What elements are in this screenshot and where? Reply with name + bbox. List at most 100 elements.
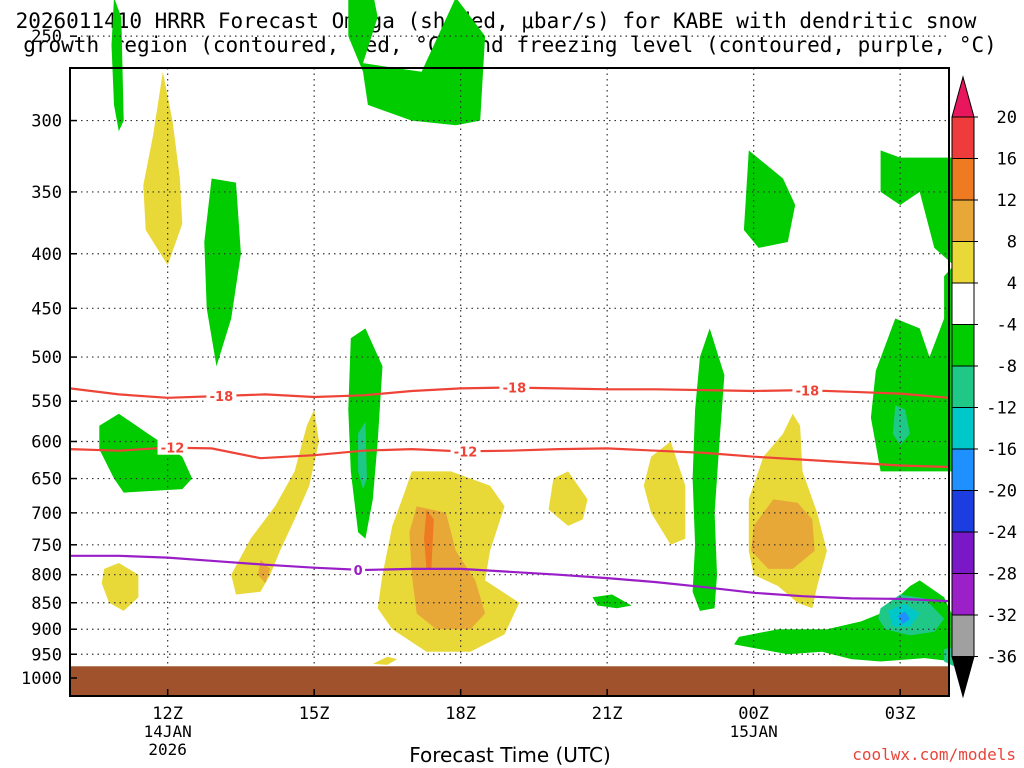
colorbar-label-10: -24 bbox=[986, 523, 1017, 543]
contour-label-bg-temp--12-0 bbox=[157, 439, 188, 455]
y-tick-label-1000: 1000 bbox=[21, 669, 62, 689]
y-tick-label-750: 750 bbox=[31, 536, 62, 556]
colorbar-segment-10 bbox=[951, 490, 975, 533]
omega-region-24 bbox=[892, 405, 910, 446]
x-tick-label-12Z: 12Z bbox=[152, 704, 183, 724]
colorbar-label-1: 16 bbox=[997, 150, 1017, 170]
y-tick-label-400: 400 bbox=[31, 245, 62, 265]
x-tick-label-15Z: 15Z bbox=[299, 704, 330, 724]
colorbar-segment-6 bbox=[951, 324, 975, 367]
omega-shading bbox=[99, 0, 954, 667]
y-tick-label-550: 550 bbox=[31, 392, 62, 412]
omega-region-23 bbox=[870, 265, 954, 472]
x-tick-label-00Z: 00Z bbox=[738, 704, 769, 724]
colorbar-label-11: -28 bbox=[986, 565, 1017, 585]
x-tick-label-21Z: 21Z bbox=[592, 704, 623, 724]
x-tick-label-18Z: 18Z bbox=[445, 704, 476, 724]
y-tick-label-800: 800 bbox=[31, 566, 62, 586]
contour-label-bg-temp--18-1 bbox=[499, 379, 530, 395]
contour-label-temp--18-1: -18 bbox=[503, 382, 527, 397]
terrain-ground bbox=[70, 666, 949, 696]
contour-label-bg-temp--12-1 bbox=[450, 443, 481, 459]
x-date-label-12Z: 14JAN bbox=[144, 722, 192, 741]
y-tick-label-700: 700 bbox=[31, 504, 62, 524]
y-tick-label-250: 250 bbox=[31, 27, 62, 47]
colorbar-label-9: -20 bbox=[986, 482, 1017, 502]
colorbar-segment-3 bbox=[951, 199, 975, 242]
omega-region-3 bbox=[204, 178, 241, 367]
omega-region-14 bbox=[372, 656, 398, 665]
omega-region-17 bbox=[592, 594, 632, 609]
colorbar-label-12: -32 bbox=[986, 606, 1017, 626]
y-tick-label-600: 600 bbox=[31, 432, 62, 452]
x-axis-label: Forecast Time (UTC) bbox=[409, 743, 611, 767]
y-axis: 250 300 350 400 450 500 550 600 650 700 750 800 850 9… bbox=[21, 27, 77, 689]
colorbar-label-13: -36 bbox=[986, 648, 1017, 668]
omega-region-16 bbox=[643, 441, 686, 545]
colorbar-top-arrow bbox=[951, 75, 975, 118]
y-tick-label-850: 850 bbox=[31, 594, 62, 614]
colorbar-label-7: -12 bbox=[986, 399, 1017, 419]
colorbar-label-4: 4 bbox=[1007, 274, 1017, 294]
y-tick-label-650: 650 bbox=[31, 470, 62, 490]
colorbar-segment-8 bbox=[951, 407, 975, 450]
omega-region-21 bbox=[743, 150, 796, 248]
omega-region-18 bbox=[692, 328, 725, 611]
omega-region-10 bbox=[348, 0, 486, 126]
y-tick-label-500: 500 bbox=[31, 348, 62, 368]
y-tick-label-350: 350 bbox=[31, 183, 62, 203]
plot-area: -18 -18 -18 -12 -12 0 bbox=[69, 0, 954, 697]
colorbar-segment-4 bbox=[951, 241, 975, 284]
colorbar-label-2: 12 bbox=[997, 191, 1017, 211]
omega-region-15 bbox=[548, 471, 588, 526]
colorbar-segment-12 bbox=[951, 573, 975, 616]
y-tick-label-950: 950 bbox=[31, 645, 62, 665]
contour-line-freezing-0 bbox=[70, 554, 950, 603]
contour-label-freezing-0-0: 0 bbox=[354, 564, 363, 579]
colorbar-segment-7 bbox=[951, 365, 975, 408]
colorbar-label-3: 8 bbox=[1007, 233, 1017, 253]
colorbar-label-0: 20 bbox=[997, 108, 1017, 128]
colorbar-segment-13 bbox=[951, 614, 975, 657]
contour-label-temp--12-0: -12 bbox=[161, 442, 185, 457]
colorbar-label-5: -4 bbox=[997, 316, 1017, 336]
colorbar-segment-11 bbox=[951, 531, 975, 574]
chart-title-line1: 2026011410 HRRR Forecast Omega (shaded, … bbox=[16, 9, 977, 33]
y-tick-label-450: 450 bbox=[31, 299, 62, 319]
colorbar-label-8: -16 bbox=[986, 440, 1017, 460]
contour-label-temp--18-0: -18 bbox=[210, 390, 234, 405]
y-tick-label-300: 300 bbox=[31, 112, 62, 132]
contour-label-bg-temp--18-0 bbox=[206, 387, 237, 403]
contour-label-temp--18-2: -18 bbox=[796, 384, 820, 399]
colorbar-segment-1 bbox=[951, 116, 975, 159]
plot-frame bbox=[69, 67, 950, 697]
omega-region-22 bbox=[880, 150, 954, 266]
contour-line-temp--12 bbox=[69, 446, 950, 469]
omega-region-7 bbox=[258, 560, 271, 584]
x-year-label-12Z: 2026 bbox=[148, 740, 187, 759]
colorbar-segment-9 bbox=[951, 448, 975, 491]
colorbar-segment-2 bbox=[951, 158, 975, 201]
omega-region-2 bbox=[143, 71, 183, 266]
omega-region-5 bbox=[101, 563, 139, 611]
y-tick-label-900: 900 bbox=[31, 620, 62, 640]
colorbar-legend: 20 16 12 8 4 -4 -8 -12 -16 -20 -24 -28 -32 -36 bbox=[951, 75, 1017, 699]
contours: -18 -18 -18 -12 -12 0 bbox=[69, 379, 950, 603]
contour-label-bg-freezing-0-0 bbox=[351, 561, 366, 577]
omega-region-9 bbox=[358, 421, 367, 490]
omega-region-13 bbox=[424, 509, 434, 569]
omega-region-6 bbox=[231, 409, 319, 595]
colorbar-segment-5 bbox=[951, 282, 975, 325]
site-credit: coolwx.com/models bbox=[852, 745, 1016, 764]
chart-title-line2: growth region (contoured, red, °C) and f… bbox=[23, 33, 997, 57]
contour-label-temp--12-1: -12 bbox=[454, 445, 478, 460]
colorbar-label-6: -8 bbox=[997, 357, 1017, 377]
x-date-label-00Z: 15JAN bbox=[730, 722, 778, 741]
omega-region-1 bbox=[111, 0, 124, 132]
omega-region-28 bbox=[897, 611, 910, 624]
omega-region-4 bbox=[99, 413, 193, 493]
colorbar-bottom-arrow bbox=[951, 656, 975, 699]
contour-label-bg-temp--18-2 bbox=[792, 382, 823, 398]
